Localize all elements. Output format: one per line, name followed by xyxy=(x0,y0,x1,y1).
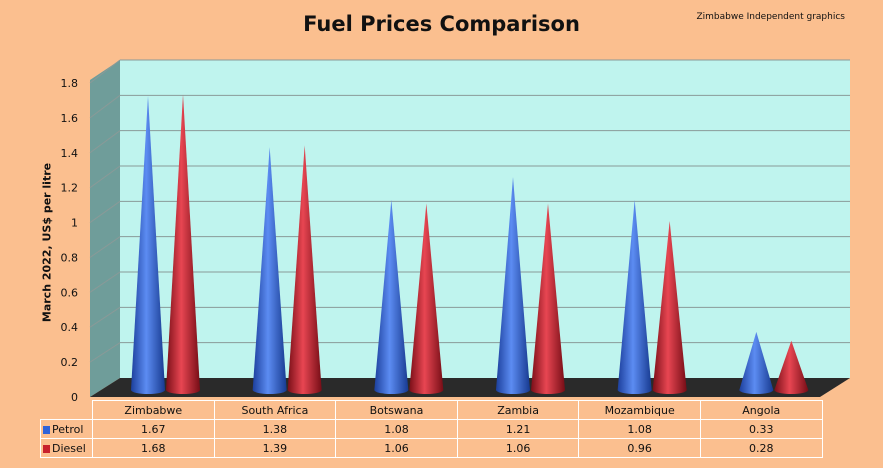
data-label: 1.06 xyxy=(456,438,580,458)
gridline-side xyxy=(89,236,121,258)
category-label: Zimbabwe xyxy=(92,400,215,420)
gridline-side xyxy=(89,306,121,328)
diesel-cone xyxy=(774,340,809,394)
data-label: 1.67 xyxy=(92,419,215,439)
y-tick-label: 0.6 xyxy=(61,286,79,299)
gridline-side xyxy=(89,59,121,84)
floor xyxy=(90,378,850,397)
petrol-cone xyxy=(496,177,530,394)
diesel-cone xyxy=(166,94,200,394)
category-label: South Africa xyxy=(213,400,337,420)
data-label: 1.38 xyxy=(213,419,337,439)
y-tick-label: 1.2 xyxy=(61,182,79,195)
chart-title: Fuel Prices Comparison xyxy=(303,12,580,36)
data-label: 0.33 xyxy=(699,419,823,439)
category-label: Zambia xyxy=(456,400,580,420)
diesel-cone xyxy=(287,145,322,394)
data-label: 1.39 xyxy=(213,438,337,458)
data-label: 0.96 xyxy=(578,438,701,458)
data-label: 1.21 xyxy=(456,419,580,439)
y-tick-label: 1.4 xyxy=(61,147,79,160)
petrol-cone xyxy=(374,199,409,394)
diesel-legend-swatch xyxy=(43,444,50,453)
y-tick-label: 0.4 xyxy=(61,321,79,334)
data-label: 1.08 xyxy=(335,419,458,439)
petrol-legend-swatch xyxy=(43,425,50,434)
petrol-cone xyxy=(131,96,165,394)
category-label: Mozambique xyxy=(578,400,701,420)
petrol-cone xyxy=(617,199,652,394)
gridline-side xyxy=(89,342,121,363)
diesel-cone xyxy=(652,221,687,394)
y-tick-label: 0.8 xyxy=(61,251,79,264)
data-label: 0.28 xyxy=(699,438,823,458)
gridline-side xyxy=(89,94,121,119)
side-wall xyxy=(90,60,120,397)
y-tick-label: 1 xyxy=(71,217,78,230)
category-label: Angola xyxy=(699,400,823,420)
diesel-cone xyxy=(531,203,565,394)
gridline-side xyxy=(89,165,121,189)
petrol-cone xyxy=(739,331,774,394)
legend-diesel: Diesel xyxy=(52,441,86,455)
gridline-side xyxy=(89,271,121,293)
diesel-cone xyxy=(409,203,444,394)
y-tick-label: 1.6 xyxy=(61,112,79,125)
gridline-side xyxy=(89,200,121,223)
back-wall xyxy=(120,60,850,378)
y-tick-label: 1.8 xyxy=(61,77,79,90)
legend-petrol: Petrol xyxy=(52,422,84,436)
data-label: 1.08 xyxy=(578,419,701,439)
data-label: 1.68 xyxy=(92,438,215,458)
petrol-cone xyxy=(252,147,287,394)
chart-credit: Zimbabwe Independent graphics xyxy=(696,12,845,22)
category-label: Botswana xyxy=(335,400,458,420)
y-axis-label: March 2022, US$ per litre xyxy=(40,162,54,323)
data-table: Zimbabwe South Africa Botswana Zambia Mozamb… xyxy=(40,400,823,458)
y-tick-label: 0.2 xyxy=(61,356,79,369)
y-tick-label: 0 xyxy=(71,391,78,404)
data-label: 1.06 xyxy=(335,438,458,458)
gridline-side xyxy=(89,130,121,154)
